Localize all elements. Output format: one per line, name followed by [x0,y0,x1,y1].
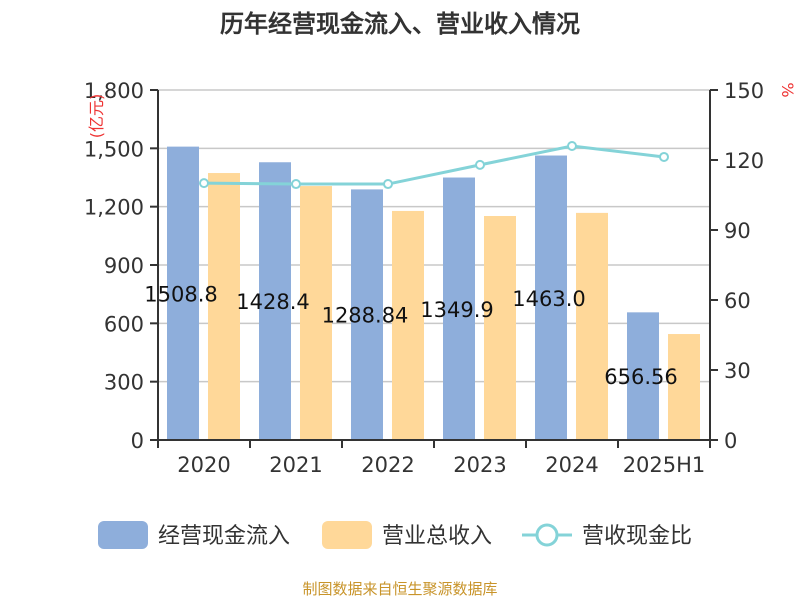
bar-revenue [668,334,700,440]
bar-cash-inflow [259,162,291,440]
bars [167,146,700,440]
x-tick-label: 2025H1 [623,453,706,477]
data-label: 656.56 [604,365,677,389]
legend-label: 营业总收入 [382,524,492,549]
x-tick-label: 2021 [269,453,322,477]
left-tick-label: 0 [131,429,144,453]
left-tick-label: 1,800 [84,79,144,103]
legend-swatch [98,521,148,549]
x-tick-label: 2023 [453,453,506,477]
ratio-line-path [203,144,665,186]
bar-cash-inflow [443,177,475,440]
data-label: 1463.0 [512,287,585,311]
left-tick-label: 300 [104,371,144,395]
left-tick-label: 600 [104,312,144,336]
bar-revenue [576,212,608,440]
source-note: 制图数据来自恒生聚源数据库 [302,580,497,598]
data-labels: 1508.8 1428.4 1288.84 1349.9 1463.0 656.56 [144,282,677,389]
bar-cash-inflow [351,189,383,440]
x-tick-label: 2020 [177,453,230,477]
bar-revenue [392,210,424,440]
bar-revenue [484,216,516,440]
ratio-point [567,141,577,151]
axes: 0 300 600 900 1,200 1,500 1,800 0 30 60 90 120 150 20… [84,79,764,477]
right-tick-label: 60 [724,289,751,313]
data-label: 1428.4 [236,290,309,314]
ratio-point [291,179,301,190]
right-tick-label: 0 [724,429,737,453]
ratio-line [199,141,669,190]
right-tick-label: 150 [724,79,764,103]
bar-cash-inflow [627,312,659,440]
bar-revenue [300,186,332,440]
left-axis-unit: (亿元) [87,94,106,139]
legend-swatch [322,521,372,549]
bar-cash-inflow [535,155,567,440]
right-tick-label: 120 [724,149,764,173]
legend-label: 营收现金比 [582,524,692,549]
right-axis-unit: % [778,82,797,97]
legend: 经营现金流入 营业总收入 营收现金比 [98,521,692,549]
x-tick-label: 2022 [361,453,414,477]
chart-title: 历年经营现金流入、营业收入情况 [220,10,580,38]
right-tick-label: 30 [724,359,751,383]
ratio-point [383,179,393,190]
legend-label: 经营现金流入 [158,524,290,549]
data-label: 1508.8 [144,282,217,306]
right-tick-label: 90 [724,219,751,243]
bar-cash-inflow [167,146,199,440]
legend-marker [535,523,559,547]
data-label: 1288.84 [322,304,409,328]
ratio-point [659,151,669,162]
x-tick-label: 2024 [545,453,598,477]
left-tick-label: 1,200 [84,196,144,220]
grid [158,89,710,383]
data-label: 1349.9 [420,298,493,322]
left-tick-label: 900 [104,254,144,278]
ratio-point [199,178,209,189]
left-tick-label: 1,500 [84,137,144,161]
ratio-point [475,159,485,170]
bar-revenue [208,173,240,440]
